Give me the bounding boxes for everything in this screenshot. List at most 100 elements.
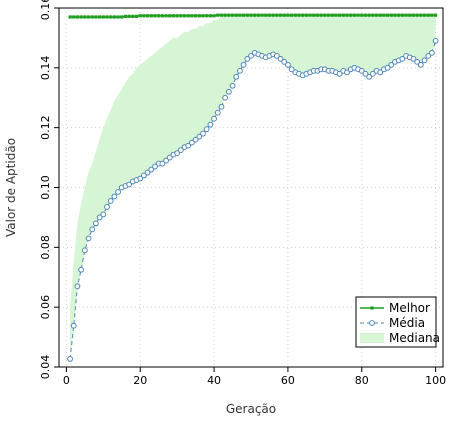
mean-point — [174, 150, 181, 156]
best-point — [223, 13, 227, 17]
best-point — [264, 13, 268, 17]
mean-point — [240, 61, 247, 68]
best-point — [201, 14, 205, 18]
mean-point — [399, 55, 406, 62]
best-point — [356, 13, 360, 17]
mean-point — [126, 181, 133, 188]
best-point — [312, 13, 316, 17]
best-point — [386, 13, 390, 17]
best-point — [330, 13, 334, 17]
best-point — [297, 13, 301, 17]
best-point — [326, 13, 331, 17]
best-point — [160, 14, 164, 18]
mean-point — [93, 220, 99, 227]
mean-point — [200, 130, 206, 137]
legend-label: Mediana — [389, 331, 440, 345]
mean-point — [85, 235, 92, 242]
best-point — [308, 13, 312, 17]
legend-marker-melhor — [370, 306, 374, 310]
y-tick-label: 0.04 — [39, 355, 52, 380]
best-point — [349, 13, 353, 17]
x-tick-label: 40 — [207, 374, 221, 387]
best-point — [146, 14, 150, 18]
mean-point — [388, 61, 395, 68]
best-point — [212, 14, 216, 18]
mean-point — [203, 126, 210, 133]
y-axis: 0.04 0.06 0.08 0.10 0.12 0.14 0.16 — [39, 0, 59, 379]
best-point — [219, 13, 224, 17]
best-point — [194, 14, 198, 18]
mean-point — [189, 139, 195, 146]
mean-point — [369, 70, 376, 77]
mean-point — [366, 73, 373, 80]
mean-point — [358, 67, 365, 74]
best-point — [149, 14, 153, 18]
best-point — [371, 13, 375, 17]
best-point — [86, 15, 91, 19]
best-point — [422, 13, 427, 17]
best-point — [242, 13, 246, 17]
legend-label: Média — [389, 316, 425, 330]
best-point — [112, 15, 116, 19]
best-point — [290, 13, 294, 17]
best-point — [352, 13, 356, 17]
x-tick-label: 60 — [281, 374, 295, 387]
best-point — [98, 15, 102, 19]
best-point — [267, 13, 272, 17]
best-point — [345, 13, 349, 17]
best-point — [301, 13, 305, 17]
best-point — [260, 13, 264, 17]
best-point — [142, 14, 146, 18]
mean-point — [237, 67, 243, 74]
best-point — [120, 15, 124, 19]
best-point — [138, 14, 142, 18]
mean-point — [225, 88, 232, 95]
median-area — [70, 15, 436, 359]
legend-swatch-mediana — [360, 333, 384, 343]
mean-point — [288, 66, 295, 73]
mean-point — [89, 226, 96, 233]
best-point — [419, 13, 423, 17]
best-point — [367, 13, 371, 17]
best-point — [230, 13, 235, 17]
best-point — [382, 13, 386, 17]
mean-point — [148, 166, 155, 173]
best-point — [393, 13, 397, 17]
best-point — [286, 13, 290, 17]
best-point — [186, 14, 190, 18]
mean-point — [159, 160, 166, 167]
best-point — [256, 13, 260, 17]
best-point — [404, 13, 408, 17]
best-point — [397, 13, 401, 17]
best-point — [127, 14, 131, 18]
mean-point — [377, 69, 384, 76]
x-tick-label: 0 — [63, 374, 70, 387]
best-point — [411, 13, 416, 17]
x-tick-label: 80 — [355, 374, 369, 387]
best-point — [253, 13, 257, 17]
mean-point — [336, 70, 343, 77]
best-point — [116, 15, 120, 19]
mean-point — [78, 266, 85, 273]
series-lines — [69, 14, 437, 359]
y-axis-title: Valor de Aptidão — [4, 138, 18, 237]
best-point — [323, 13, 327, 17]
mean-point — [432, 38, 439, 44]
best-point — [304, 13, 308, 17]
legend-marker-media — [369, 320, 375, 326]
mean-point — [211, 115, 217, 122]
best-point — [426, 13, 430, 17]
mean-point — [137, 175, 144, 182]
x-axis: 0 20 40 60 80 100 — [63, 367, 446, 387]
best-point — [131, 14, 135, 18]
mean-point — [248, 52, 254, 59]
best-point — [123, 14, 128, 18]
mean-point — [152, 163, 158, 170]
mean-point — [81, 247, 88, 254]
mean-point — [70, 322, 77, 329]
best-point — [168, 14, 172, 18]
best-point — [208, 14, 212, 18]
mean-point — [229, 82, 236, 89]
best-point — [245, 13, 249, 17]
best-point — [197, 14, 201, 18]
